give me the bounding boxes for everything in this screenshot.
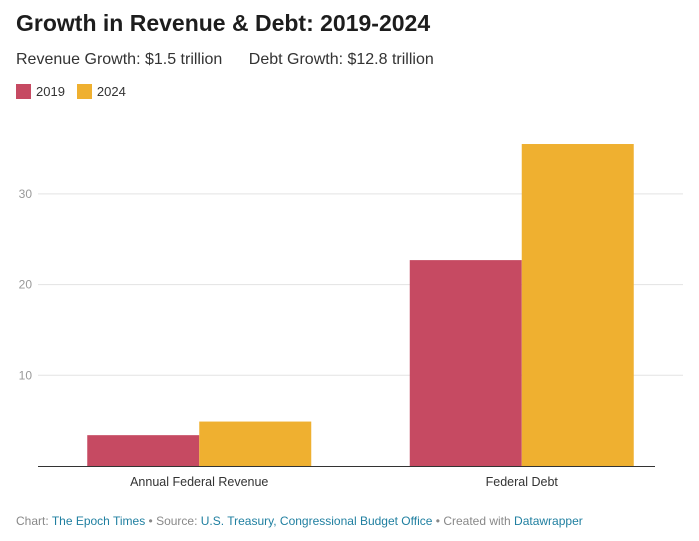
legend-swatch xyxy=(16,84,31,99)
y-tick-label: 30 xyxy=(19,187,33,201)
datawrapper-link[interactable]: Datawrapper xyxy=(514,514,583,528)
bar-2024 xyxy=(521,144,634,466)
bar-2019 xyxy=(409,260,522,466)
footer-created-label: • Created with xyxy=(435,514,511,528)
x-category-label: Annual Federal Revenue xyxy=(130,475,268,489)
chart-footer: Chart: The Epoch Times • Source: U.S. Tr… xyxy=(16,514,583,528)
footer-chart-label: Chart: xyxy=(16,514,49,528)
legend-item-2019: 2019 xyxy=(16,84,65,99)
y-tick-label: 20 xyxy=(19,278,33,292)
x-category-label: Federal Debt xyxy=(486,475,559,489)
source-link[interactable]: U.S. Treasury, Congressional Budget Offi… xyxy=(200,514,433,528)
legend-swatch xyxy=(76,84,92,99)
revenue-growth-text: Revenue Growth: $1.5 trillion xyxy=(16,51,223,68)
chart-author-link[interactable]: The Epoch Times xyxy=(51,514,146,528)
chart-subtitle: Revenue Growth: $1.5 trillion Debt Growt… xyxy=(16,51,456,69)
debt-growth-text: Debt Growth: $12.8 trillion xyxy=(248,51,434,68)
chart-title: Growth in Revenue & Debt: 2019-2024 xyxy=(16,10,431,36)
footer-source-label: • Source: xyxy=(148,514,198,528)
bar-2019 xyxy=(87,435,200,466)
legend-label: 2024 xyxy=(96,84,126,99)
legend-item-2024: 2024 xyxy=(76,84,126,99)
legend-label: 2019 xyxy=(36,84,65,99)
y-tick-label: 10 xyxy=(19,368,33,382)
legend: 2019 2024 xyxy=(16,84,126,99)
bar-2024 xyxy=(199,421,312,466)
